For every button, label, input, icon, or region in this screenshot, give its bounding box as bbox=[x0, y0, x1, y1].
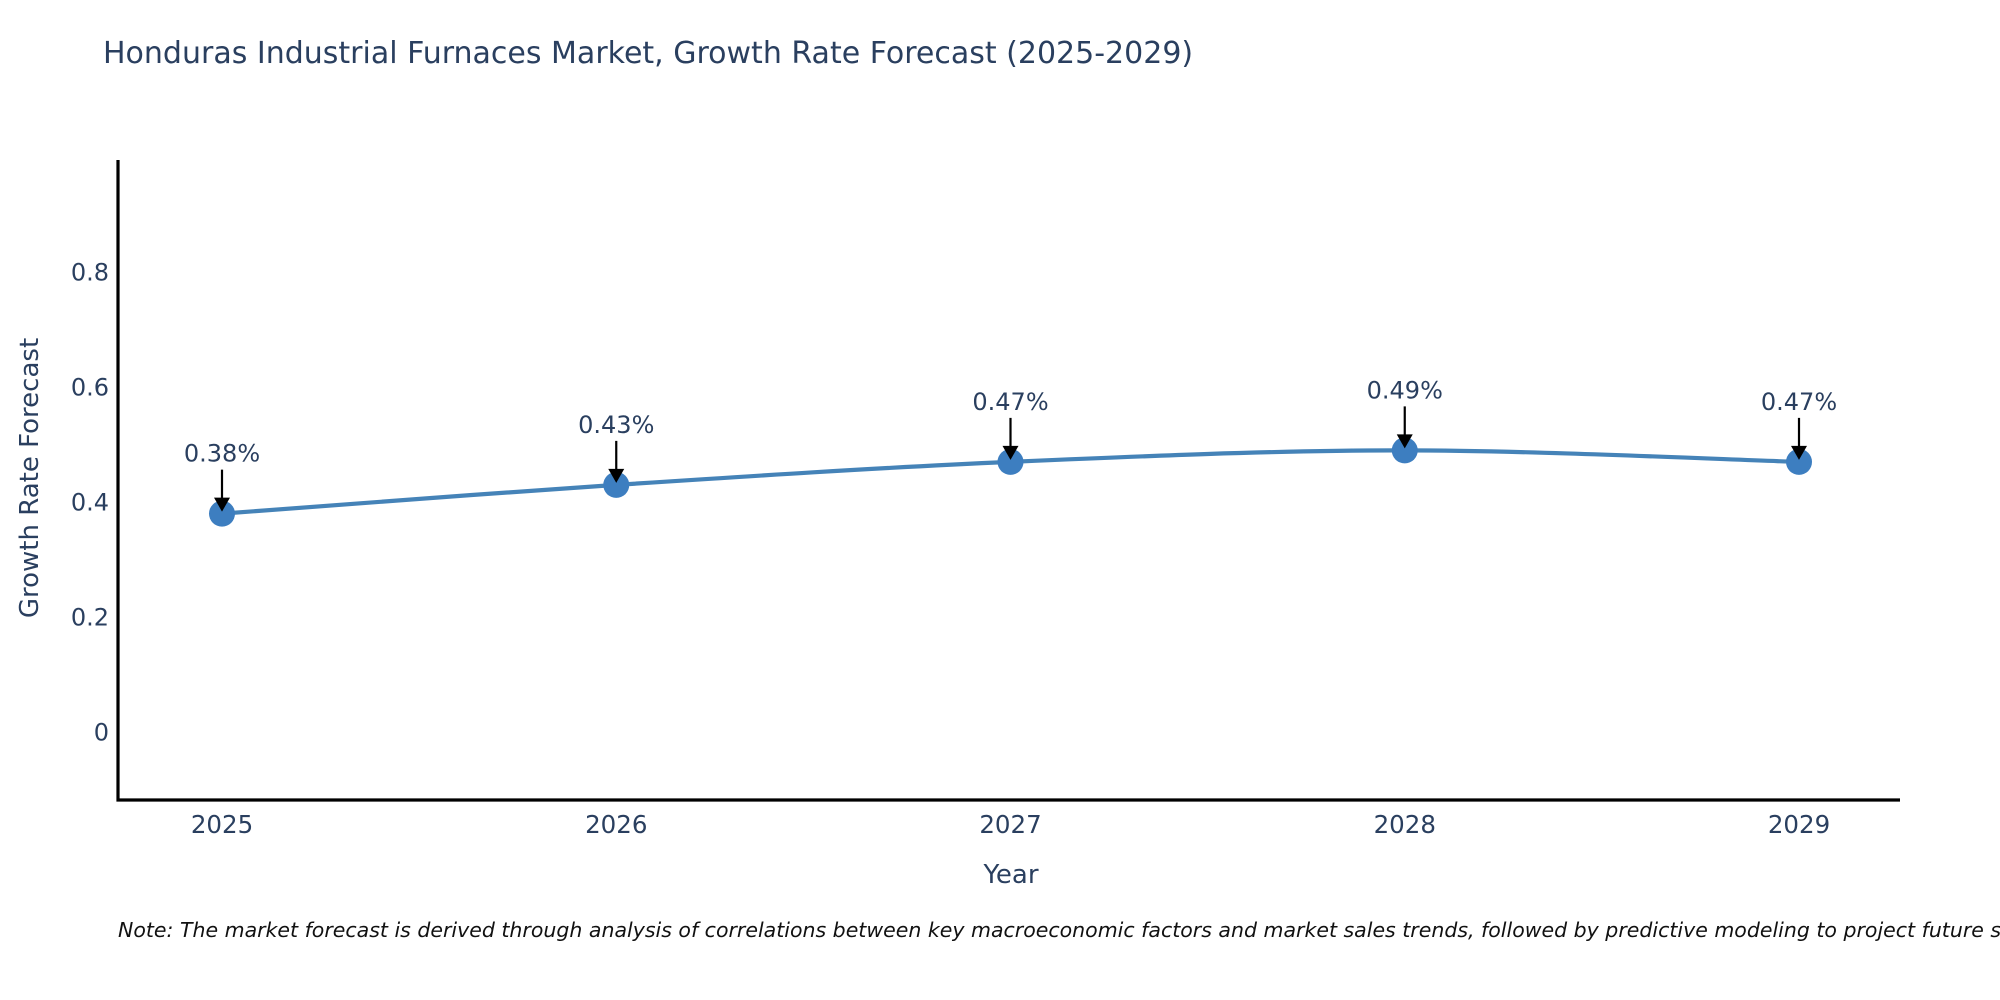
data-point-label: 0.49% bbox=[1367, 376, 1443, 404]
x-tick-label: 2028 bbox=[1374, 810, 1436, 839]
y-axis-title: Growth Rate Forecast bbox=[15, 337, 45, 619]
data-point-marker[interactable] bbox=[1391, 437, 1418, 464]
y-tick-label: 0.4 bbox=[71, 489, 109, 517]
data-point-label: 0.43% bbox=[578, 411, 654, 439]
data-point-marker[interactable] bbox=[997, 448, 1024, 475]
annotation-arrowhead-icon bbox=[1396, 434, 1413, 449]
x-axis-title: Year bbox=[983, 860, 1039, 890]
y-tick-label: 0 bbox=[94, 719, 109, 747]
data-point-label: 0.47% bbox=[1761, 388, 1837, 416]
y-tick-label: 0.2 bbox=[71, 604, 109, 632]
annotation-arrowhead-icon bbox=[1791, 445, 1807, 460]
data-point-label: 0.47% bbox=[972, 388, 1048, 416]
x-tick-label: 2027 bbox=[979, 810, 1041, 839]
annotation-arrowhead-icon bbox=[608, 468, 625, 483]
data-point-label: 0.38% bbox=[184, 440, 260, 468]
x-tick-label: 2025 bbox=[191, 810, 253, 839]
chart-title: Honduras Industrial Furnaces Market, Gro… bbox=[103, 36, 1194, 71]
annotation-arrowhead-icon bbox=[1002, 445, 1019, 460]
y-tick-label: 0.8 bbox=[71, 259, 109, 287]
axis-lines bbox=[116, 160, 1900, 802]
annotation-arrowhead-icon bbox=[214, 497, 230, 512]
data-point-marker[interactable] bbox=[603, 471, 630, 498]
chart-footnote: Note: The market forecast is derived thr… bbox=[118, 918, 2000, 942]
x-tick-label: 2029 bbox=[1768, 810, 1830, 839]
x-tick-label: 2026 bbox=[585, 810, 647, 839]
data-point-marker[interactable] bbox=[1786, 448, 1812, 475]
data-point-marker[interactable] bbox=[209, 500, 235, 527]
y-tick-label: 0.6 bbox=[71, 374, 109, 402]
